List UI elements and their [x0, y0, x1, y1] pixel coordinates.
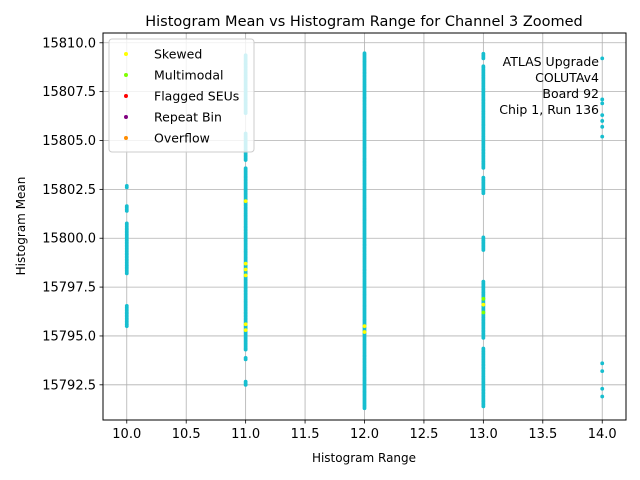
- data-point-skewed: [362, 330, 367, 334]
- y-tick-label: 15810.0: [42, 36, 96, 51]
- data-point: [481, 279, 486, 284]
- x-tick-label: 13.0: [469, 427, 498, 442]
- data-point: [481, 51, 486, 56]
- y-tick-label: 15800.0: [42, 232, 96, 247]
- annotation-line: COLUTAv4: [535, 70, 599, 85]
- legend-label: Flagged SEUs: [154, 89, 239, 104]
- data-point: [600, 56, 605, 61]
- annotation-line: ATLAS Upgrade: [503, 54, 600, 69]
- data-point: [600, 134, 605, 139]
- data-point: [243, 166, 248, 171]
- y-tick-label: 15807.5: [42, 85, 96, 100]
- legend-marker: [124, 52, 128, 56]
- x-tick-label: 13.5: [528, 427, 557, 442]
- data-point: [481, 235, 486, 240]
- data-point: [600, 101, 605, 106]
- y-axis-ticks: 15792.5 15795.0 15797.5 15800.0 15802.5 15805…: [42, 36, 103, 393]
- x-tick-label: 11.0: [231, 427, 260, 442]
- data-point-skewed: [243, 322, 248, 327]
- x-tick-label: 10.5: [172, 427, 201, 442]
- y-tick-label: 15797.5: [42, 281, 96, 296]
- y-tick-label: 15795.0: [42, 329, 96, 344]
- data-point-skewed: [243, 199, 248, 203]
- x-tick-label: 12.5: [409, 427, 438, 442]
- data-point: [124, 183, 129, 188]
- data-point: [600, 113, 605, 117]
- annotation-line: Board 92: [542, 86, 599, 101]
- data-point-skewed: [243, 328, 248, 332]
- data-point-skewed: [362, 324, 367, 329]
- data-point: [243, 355, 248, 360]
- x-axis-ticks: 10.0 10.5 11.0 11.5 12.0 12.5 13.0 13.5 14.0: [112, 420, 617, 442]
- data-point: [124, 303, 129, 308]
- data-point-multimodal: [481, 310, 486, 315]
- data-point-multimodal: [481, 296, 486, 301]
- data-point: [481, 175, 486, 180]
- data-point: [600, 97, 605, 102]
- data-point: [600, 361, 605, 366]
- x-tick-label: 12.0: [350, 427, 379, 442]
- y-axis-label: Histogram Mean: [14, 177, 28, 276]
- x-tick-label: 14.0: [588, 427, 617, 442]
- legend-marker: [124, 73, 128, 77]
- data-point: [362, 51, 367, 56]
- y-tick-label: 15792.5: [42, 378, 96, 393]
- legend-label: Skewed: [154, 47, 202, 62]
- data-point: [600, 369, 605, 374]
- legend-marker: [124, 136, 128, 140]
- legend-marker: [124, 115, 128, 119]
- legend-frame: [108, 38, 255, 153]
- legend: Skewed Multimodal Flagged SEUs Repeat Bin Ov…: [108, 38, 255, 153]
- legend-marker: [124, 94, 128, 98]
- legend-label: Overflow: [154, 131, 210, 146]
- data-point: [600, 386, 605, 391]
- data-point: [600, 394, 605, 399]
- legend-label: Multimodal: [154, 68, 223, 83]
- y-tick-label: 15802.5: [42, 183, 96, 198]
- annotation-line: Chip 1, Run 136: [499, 102, 599, 117]
- data-point: [124, 221, 129, 226]
- legend-label: Repeat Bin: [154, 110, 222, 125]
- data-point: [600, 119, 605, 123]
- data-point: [124, 204, 129, 209]
- chart-title: Histogram Mean vs Histogram Range for Ch…: [145, 14, 583, 30]
- data-point: [600, 124, 605, 129]
- data-point-skewed: [243, 273, 248, 278]
- data-point-skewed: [481, 302, 486, 307]
- data-point: [243, 379, 248, 384]
- x-tick-label: 11.5: [291, 427, 320, 442]
- data-point-skewed: [243, 267, 248, 272]
- data-point: [481, 346, 486, 351]
- x-tick-label: 10.0: [112, 427, 141, 442]
- x-axis-label: Histogram Range: [312, 451, 416, 465]
- data-points: [124, 51, 605, 411]
- y-tick-label: 15805.0: [42, 134, 96, 149]
- data-point: [481, 64, 486, 69]
- data-point-skewed: [243, 261, 248, 266]
